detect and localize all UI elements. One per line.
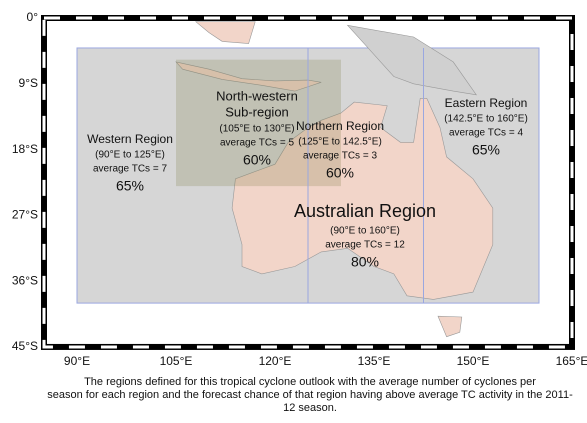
latitude-label: 9°S <box>19 76 38 90</box>
latitude-label: 0° <box>27 10 39 24</box>
australia <box>231 98 494 300</box>
region-name: Northern Region <box>296 119 384 133</box>
region-average: average TCs = 3 <box>303 151 377 162</box>
longitude-label: 90°E <box>64 354 90 368</box>
longitude-label: 120°E <box>259 354 292 368</box>
north-western-subregion-box <box>176 59 341 187</box>
region-name: Western Region <box>87 132 173 146</box>
region-range: (90°E to 160°E) <box>330 226 400 237</box>
region-name: Australian Region <box>294 201 436 221</box>
region-chance: 60% <box>243 152 271 168</box>
region-range: (90°E to 125°E) <box>95 150 165 161</box>
longitude-label: 135°E <box>358 354 391 368</box>
region-average: average TCs = 12 <box>325 240 405 251</box>
region-chance: 65% <box>472 142 500 158</box>
new-guinea <box>346 24 477 96</box>
region-name: Eastern Region <box>445 96 528 110</box>
tasmania <box>437 315 463 338</box>
indonesia <box>175 61 322 92</box>
region-chance: 65% <box>116 178 144 194</box>
map-frame-dash <box>42 16 574 349</box>
region-chance: 80% <box>351 254 379 270</box>
borneo-sulawesi <box>194 21 256 44</box>
region-range: (125°E to 142.5°E) <box>298 137 382 148</box>
region-chance: 60% <box>326 165 354 181</box>
region-name: North-western <box>216 88 298 103</box>
longitude-label: 165°E <box>556 354 587 368</box>
longitude-label: 105°E <box>160 354 193 368</box>
region-average: average TCs = 4 <box>449 128 523 139</box>
region-average: average TCs = 5 <box>220 138 294 149</box>
region-name: Sub-region <box>225 104 289 119</box>
caption: season for each region and the forecast … <box>47 389 573 401</box>
caption: The regions defined for this tropical cy… <box>84 376 536 388</box>
latitude-label: 45°S <box>12 339 38 353</box>
region-range: (142.5°E to 160°E) <box>444 114 528 125</box>
latitude-label: 18°S <box>12 142 38 156</box>
longitude-label: 150°E <box>457 354 490 368</box>
latitude-label: 27°S <box>12 208 38 222</box>
latitude-label: 36°S <box>12 273 38 287</box>
region-average: average TCs = 7 <box>93 164 167 175</box>
caption: 12 season. <box>283 402 337 414</box>
region-range: (105°E to 130°E) <box>219 124 294 135</box>
